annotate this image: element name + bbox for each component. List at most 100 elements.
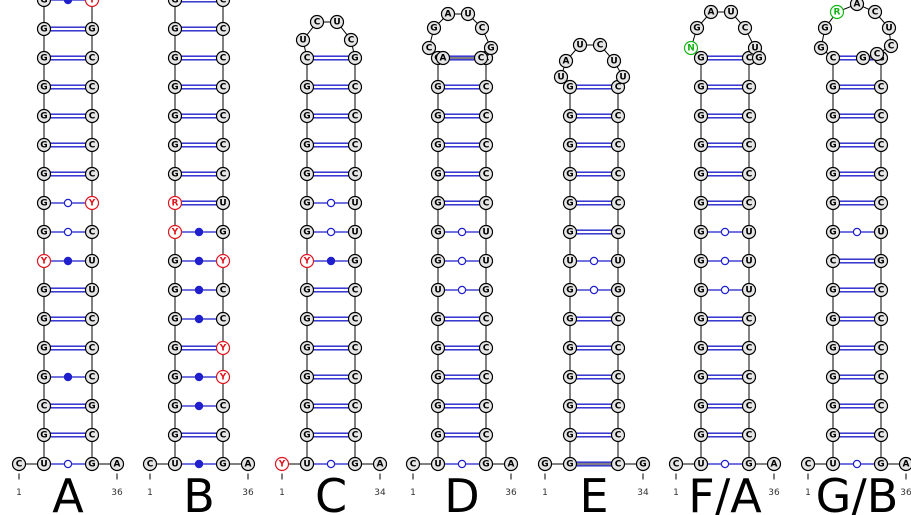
nt-left: Y (171, 228, 179, 238)
nt-loop: U (727, 8, 734, 18)
nt-right: C (89, 170, 96, 180)
nt-left: G (171, 286, 178, 296)
nt-right-circle (215, 340, 231, 356)
pair-wobble (720, 285, 730, 295)
nt-right: G (88, 25, 95, 35)
nt-right-circle (478, 340, 494, 356)
nt-left: G (697, 199, 704, 209)
nt-left-circle (167, 398, 183, 414)
nt-right-circle (478, 195, 494, 211)
nt-loop-circle (881, 20, 897, 36)
nt-loop-circle (817, 20, 833, 36)
nt-loop-circle (683, 40, 699, 56)
nt-right: C (615, 315, 622, 325)
nt-right: C (615, 199, 622, 209)
nt-loop-circle (440, 6, 456, 22)
nt-left-circle (562, 340, 578, 356)
nt-base: C (805, 460, 812, 470)
nt-right-circle (741, 166, 757, 182)
nt-right: U (745, 228, 752, 238)
nt-base: G (745, 460, 752, 470)
base-pair-wobble (457, 459, 467, 469)
nt-right: G (219, 228, 226, 238)
nt-right-circle (610, 369, 626, 385)
base-pair-wobble (326, 459, 336, 469)
nt-base-circle (800, 456, 816, 472)
nt-right-circle (215, 21, 231, 37)
nt-right: C (878, 112, 885, 122)
nt-left-circle (562, 79, 578, 95)
nt-left: G (434, 170, 441, 180)
nt-left: C (830, 257, 837, 267)
nt-left-circle (693, 369, 709, 385)
pair-wobble (457, 285, 467, 295)
nt-right-circle (215, 0, 231, 8)
nt-left: G (697, 315, 704, 325)
nt-left-circle (693, 311, 709, 327)
nt-left-circle (562, 224, 578, 240)
nt-left-circle (430, 311, 446, 327)
nt-right: C (220, 0, 227, 6)
nt-base-circle (766, 456, 782, 472)
nt-left: G (40, 373, 47, 383)
pair-wobble (852, 227, 862, 237)
nt-base-circle (347, 456, 363, 472)
nt-right: C (89, 373, 96, 383)
nt-base: C (410, 460, 417, 470)
nt-left: R (172, 199, 179, 209)
nt-right: G (88, 402, 95, 412)
nt-right-circle (741, 427, 757, 443)
nt-right: C (878, 431, 885, 441)
nt-left-circle (167, 108, 183, 124)
nt-left-circle (167, 311, 183, 327)
nt-right-circle (84, 79, 100, 95)
nt-left-circle (299, 166, 315, 182)
nt-left-circle (299, 137, 315, 153)
nt-right: C (746, 344, 753, 354)
end-number: 36 (505, 488, 517, 498)
nt-right-circle (215, 137, 231, 153)
pair-dot (194, 401, 204, 411)
nt-left-circle (825, 311, 841, 327)
nt-right-circle (215, 398, 231, 414)
nt-right: C (746, 431, 753, 441)
nt-loop-circle (309, 14, 325, 30)
nt-right: C (746, 402, 753, 412)
start-number: 1 (279, 488, 285, 498)
nt-left: G (303, 141, 310, 151)
nt-loop-circle (460, 6, 476, 22)
nt-loop: C (597, 41, 604, 51)
nt-right-circle (873, 137, 889, 153)
nt-left: G (829, 199, 836, 209)
nt-right-circle (84, 50, 100, 66)
pair-wobble (326, 198, 336, 208)
nt-right-circle (347, 50, 363, 66)
nt-left: G (171, 54, 178, 64)
nt-left: G (171, 344, 178, 354)
nt-base: G (88, 460, 95, 470)
nt-left: G (40, 228, 47, 238)
nt-left: G (303, 83, 310, 93)
nt-base: U (40, 460, 47, 470)
nt-left: G (829, 141, 836, 151)
structure-a: GCCGGCGCGCGUYUGCGYGCGCGCGCGCGGGYAUCUCUGA… (11, 0, 125, 515)
nt-base: G (639, 460, 646, 470)
nt-right: C (220, 83, 227, 93)
pair-dot (326, 256, 336, 266)
nt-left-circle (167, 340, 183, 356)
nt-right-circle (741, 79, 757, 95)
nt-base: A (245, 460, 252, 470)
nt-right: C (878, 199, 885, 209)
nt-base: C (147, 460, 154, 470)
nt-right: C (483, 402, 490, 412)
nt-right-circle (215, 311, 231, 327)
nt-left-circle (299, 369, 315, 385)
nt-left-circle (693, 79, 709, 95)
nt-left-circle (430, 282, 446, 298)
nt-loop-circle (869, 46, 885, 62)
base-pair-wobble (63, 459, 73, 469)
nt-left-circle (167, 253, 183, 269)
nt-left: G (566, 228, 573, 238)
nt-right: C (878, 286, 885, 296)
nt-right-circle (84, 311, 100, 327)
